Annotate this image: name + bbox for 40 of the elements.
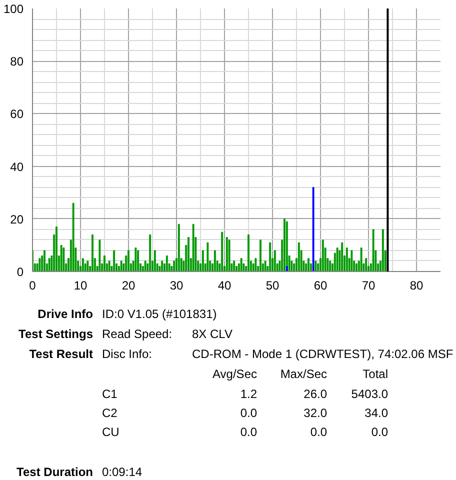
text: 0.0 bbox=[310, 424, 327, 441]
text: Test Result bbox=[29, 346, 93, 363]
text: Test Duration bbox=[16, 464, 93, 480]
x-tick-label: 10 bbox=[74, 278, 88, 292]
text: 26.0 bbox=[304, 386, 327, 403]
text: Total bbox=[362, 366, 388, 383]
x-tick-label: 0 bbox=[29, 278, 36, 292]
text: CU bbox=[102, 424, 120, 441]
text: Max/Sec bbox=[280, 366, 327, 383]
x-tick-label: 30 bbox=[170, 278, 184, 292]
y-tick-label: 100 bbox=[3, 2, 24, 16]
y-tick-label: 40 bbox=[10, 160, 24, 174]
text: C2 bbox=[102, 405, 118, 422]
text: 8X CLV bbox=[192, 326, 232, 343]
y-tick-label: 80 bbox=[10, 54, 24, 69]
text: Drive Info bbox=[38, 306, 93, 323]
text: CD-ROM - Mode 1 (CDRWTEST), 74:02.06 MSF bbox=[192, 346, 454, 363]
y-tick-label: 20 bbox=[10, 212, 24, 226]
x-tick-label: 20 bbox=[122, 278, 136, 292]
x-tick-label: 60 bbox=[314, 278, 328, 292]
text: 32.0 bbox=[304, 405, 327, 422]
text: C1 bbox=[102, 386, 118, 403]
y-tick-label: 0 bbox=[16, 265, 24, 279]
y-tick-label: 60 bbox=[10, 107, 24, 122]
text: 34.0 bbox=[364, 405, 388, 422]
text: 5403.0 bbox=[351, 386, 388, 403]
text: Read Speed: bbox=[102, 326, 172, 343]
text: 0.0 bbox=[240, 424, 257, 441]
text: 0:09:14 bbox=[102, 464, 142, 480]
text: 0.0 bbox=[240, 405, 257, 422]
x-tick-label: 50 bbox=[266, 278, 280, 292]
x-tick-label: 80 bbox=[410, 278, 424, 292]
text: ID:0 V1.05 (#101831) bbox=[102, 306, 217, 323]
text: Disc Info: bbox=[102, 346, 152, 363]
text: 1.2 bbox=[240, 386, 257, 403]
text: 0.0 bbox=[371, 424, 388, 441]
text: Test Settings bbox=[18, 326, 93, 343]
x-tick-label: 40 bbox=[218, 278, 232, 292]
x-tick-label: 70 bbox=[362, 278, 376, 292]
text: Avg/Sec bbox=[212, 366, 257, 383]
